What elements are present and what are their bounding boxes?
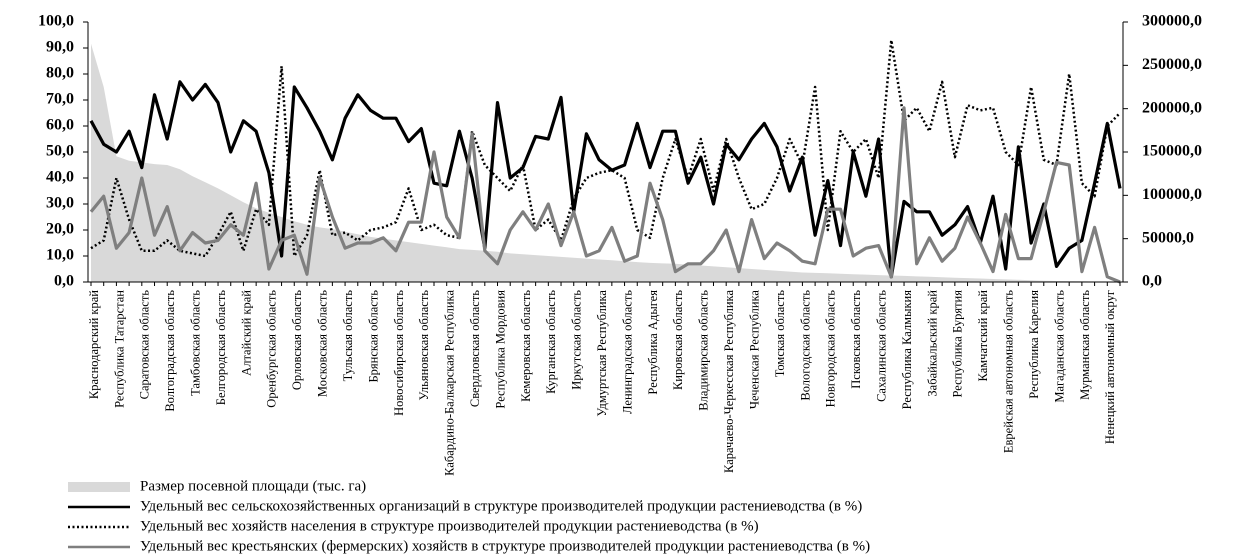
y-tick-label: 0,0 xyxy=(54,273,74,290)
x-tick-label: Камчатский край xyxy=(976,290,990,382)
x-tick-label: Республика Мордовия xyxy=(493,290,507,409)
y-tick-label: 90,0 xyxy=(46,39,74,56)
y2-tick-label: 100000,0 xyxy=(1142,186,1202,203)
x-tick-label: Волгоградская область xyxy=(163,290,177,412)
x-tick-label: Еврейская автономная область xyxy=(1002,290,1016,453)
x-tick-label: Саратовская область xyxy=(138,290,152,400)
x-tick-label: Сахалинская область xyxy=(875,290,889,402)
x-tick-label: Краснодарский край xyxy=(87,290,101,399)
x-tick-label: Брянская область xyxy=(366,290,380,383)
x-tick-label: Ненецкий автономный округ xyxy=(1103,290,1117,444)
x-tick-label: Республика Адыгея xyxy=(646,290,660,395)
y-tick-label: 40,0 xyxy=(46,169,74,186)
x-tick-label: Орловская область xyxy=(290,290,304,390)
x-tick-label: Алтайский край xyxy=(239,290,253,376)
x-tick-label: Новосибирская область xyxy=(392,290,406,416)
x-tick-label: Чеченская Республика xyxy=(747,290,761,410)
x-tick-label: Республика Татарстан xyxy=(112,290,126,408)
x-tick-label: Белгородская область xyxy=(214,290,228,405)
y-tick-label: 20,0 xyxy=(46,221,74,238)
legend-label: Размер посевной площади (тыс. га) xyxy=(140,478,366,494)
x-tick-label: Тульская область xyxy=(341,290,355,382)
x-tick-label: Тамбовская область xyxy=(189,290,203,396)
x-tick-label: Кемеровская область xyxy=(519,290,533,402)
line xyxy=(89,106,1121,284)
line xyxy=(90,38,1121,258)
x-tick-label: Московская область xyxy=(316,290,330,397)
x-tick-label: Псковская область xyxy=(849,290,863,389)
legend-label: Удельный вес хозяйств населения в структ… xyxy=(140,518,759,534)
y-tick-label: 70,0 xyxy=(46,91,74,108)
y2-tick-label: 250000,0 xyxy=(1142,56,1202,73)
y2-tick-label: 150000,0 xyxy=(1142,143,1202,160)
x-tick-label: Оренбургская область xyxy=(265,290,279,408)
x-tick-label: Ульяновская область xyxy=(417,290,431,401)
y-tick-label: 30,0 xyxy=(46,195,74,212)
y2-tick-label: 0,0 xyxy=(1142,273,1162,290)
x-tick-label: Карачаево-Черкесская Республика xyxy=(722,290,736,473)
x-tick-label: Республика Бурятия xyxy=(951,290,965,398)
legend-label: Удельный вес крестьянских (фермерских) х… xyxy=(140,538,870,554)
x-tick-label: Кабардино-Балкарская Республика xyxy=(443,290,457,476)
area xyxy=(91,43,1120,283)
y-tick-label: 100,0 xyxy=(38,13,74,30)
x-tick-label: Томская область xyxy=(773,290,787,378)
x-tick-label: Магаданская область xyxy=(1052,290,1066,403)
x-tick-label: Удмуртская Республика xyxy=(595,290,609,417)
legend-swatch xyxy=(68,482,130,492)
x-tick-label: Ленинградская область xyxy=(620,290,634,414)
y2-tick-label: 200000,0 xyxy=(1142,99,1202,116)
x-tick-label: Республика Карелия xyxy=(1027,290,1041,399)
x-tick-label: Владимирская область xyxy=(697,290,711,411)
x-tick-label: Вологодская область xyxy=(798,290,812,401)
x-tick-label: Забайкальский край xyxy=(925,290,939,397)
x-tick-label: Иркутская область xyxy=(570,290,584,390)
legend-label: Удельный вес сельскохозяйственных органи… xyxy=(140,498,862,514)
y-tick-label: 80,0 xyxy=(46,65,74,82)
y2-tick-label: 50000,0 xyxy=(1142,229,1194,246)
line xyxy=(89,80,1122,279)
x-tick-label: Мурманская область xyxy=(1078,290,1092,400)
y-tick-label: 60,0 xyxy=(46,117,74,134)
y-tick-label: 10,0 xyxy=(46,247,74,264)
x-tick-label: Республика Калмыкия xyxy=(900,290,914,410)
x-tick-label: Новгородская область xyxy=(824,290,838,408)
x-tick-label: Кировская область xyxy=(671,290,685,390)
x-tick-label: Курганская область xyxy=(544,290,558,394)
y-tick-label: 50,0 xyxy=(46,143,74,160)
y2-tick-label: 300000,0 xyxy=(1142,13,1202,30)
x-tick-label: Свердловская область xyxy=(468,290,482,407)
